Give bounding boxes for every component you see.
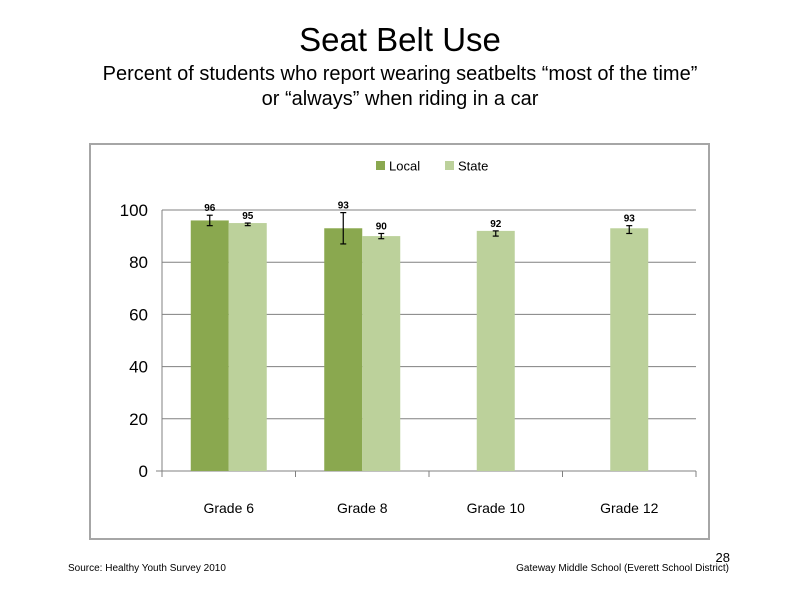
- x-tick-label: Grade 10: [467, 500, 526, 516]
- bar-state: [228, 223, 267, 471]
- y-tick-label: 60: [129, 305, 148, 324]
- legend-swatch-state: [445, 161, 454, 170]
- data-label: 93: [338, 201, 350, 212]
- legend-label-state: State: [458, 159, 488, 174]
- bar-state: [476, 230, 515, 471]
- slide-subtitle: Percent of students who report wearing s…: [40, 62, 760, 112]
- data-label: 90: [376, 221, 388, 232]
- subtitle-line-2: or “always” when riding in a car: [261, 88, 539, 110]
- bar-state: [610, 228, 649, 471]
- y-tick-label: 0: [139, 462, 148, 481]
- data-label: 93: [624, 214, 636, 225]
- y-tick-label: 20: [129, 410, 148, 429]
- legend-swatch-local: [376, 161, 385, 170]
- x-tick-label: Grade 6: [203, 500, 254, 516]
- legend-label-local: Local: [389, 159, 420, 174]
- bar-local: [324, 228, 363, 471]
- subtitle-line-1: Percent of students who report wearing s…: [102, 63, 698, 85]
- slide-title: Seat Belt Use: [299, 21, 501, 58]
- data-label: 92: [490, 219, 502, 230]
- x-tick-label: Grade 12: [600, 500, 659, 516]
- x-tick-label: Grade 8: [337, 500, 388, 516]
- data-label: 96: [204, 203, 216, 214]
- y-tick-label: 80: [129, 253, 148, 272]
- chart-area: [89, 143, 710, 540]
- y-tick-label: 100: [120, 201, 148, 220]
- data-label: 95: [242, 211, 254, 222]
- source-note: Source: Healthy Youth Survey 2010: [68, 563, 226, 574]
- y-tick-label: 40: [129, 358, 148, 377]
- slide-number: 28: [715, 550, 730, 565]
- bar-state: [362, 236, 401, 471]
- bar-local: [190, 220, 229, 471]
- school-name: Gateway Middle School (Everett School Di…: [516, 563, 729, 574]
